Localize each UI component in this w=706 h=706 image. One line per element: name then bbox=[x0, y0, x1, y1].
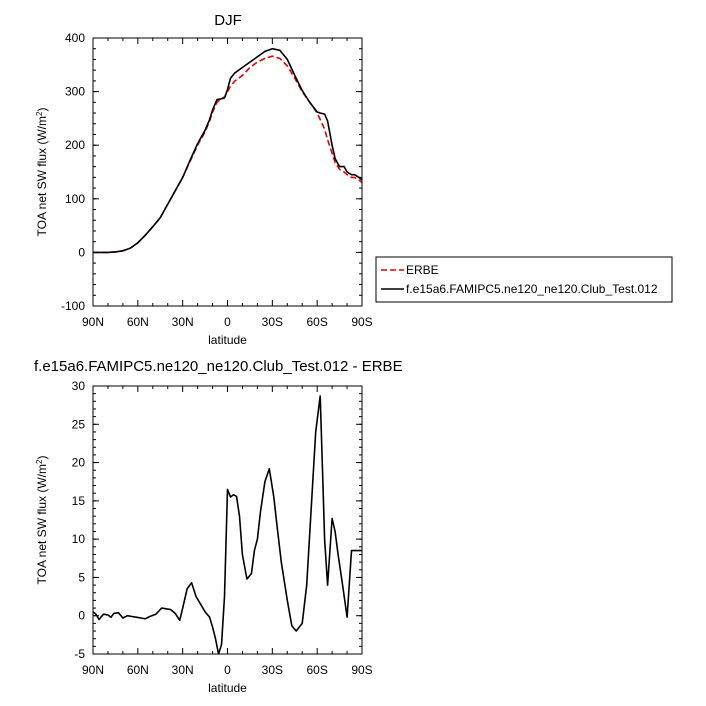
x-tick-label: 30S bbox=[262, 315, 283, 329]
x-axis-label: latitude bbox=[208, 681, 247, 695]
plot-frame bbox=[92, 37, 363, 307]
y-tick-label: 100 bbox=[65, 192, 85, 206]
chart-top-panel: DJF 90N 60N 30N 0 30S 60S 90S -100 0 100 200 300 400 l… bbox=[35, 12, 673, 347]
chart-bottom-panel: f.e15a6.FAMIPC5.ne120_ne120.Club_Test.01… bbox=[34, 358, 403, 695]
legend-box bbox=[375, 256, 673, 303]
y-axis-label: TOA net SW flux (W/m2) bbox=[35, 108, 50, 237]
legend-label: f.e15a6.FAMIPC5.ne120_ne120.Club_Test.01… bbox=[406, 282, 658, 296]
x-tick-label: 60S bbox=[306, 315, 327, 329]
y-tick-label: 5 bbox=[78, 570, 85, 584]
x-tick-label: 90S bbox=[351, 315, 372, 329]
y-axis-label: TOA net SW flux (W/m2) bbox=[35, 456, 50, 585]
x-tick-label: 30N bbox=[172, 663, 194, 677]
x-tick-label: 30N bbox=[172, 315, 194, 329]
x-tick-label: 60N bbox=[127, 315, 149, 329]
chart-title: f.e15a6.FAMIPC5.ne120_ne120.Club_Test.01… bbox=[34, 358, 403, 375]
y-tick-label: 15 bbox=[72, 494, 86, 508]
series-line-f-e15a6-famipc5-ne120-ne120-club-test-01 bbox=[93, 47, 363, 254]
x-tick-label: 60N bbox=[127, 663, 149, 677]
x-axis-label: latitude bbox=[208, 333, 247, 347]
y-tick-label: 30 bbox=[72, 379, 86, 393]
x-tick-label: 30S bbox=[262, 663, 283, 677]
y-tick-label: 400 bbox=[65, 31, 85, 45]
y-tick-label: 10 bbox=[72, 532, 86, 546]
y-tick-label: 20 bbox=[72, 456, 86, 470]
legend-label: ERBE bbox=[406, 263, 439, 277]
y-tick-label: 0 bbox=[78, 609, 85, 623]
x-tick-label: 90N bbox=[82, 315, 104, 329]
y-tick-label: 25 bbox=[72, 417, 86, 431]
series-line-diff-0 bbox=[92, 395, 362, 655]
y-tick-label: 0 bbox=[78, 245, 85, 259]
series-line-erbe bbox=[93, 55, 363, 254]
x-tick-label: 90N bbox=[82, 663, 104, 677]
x-tick-label: 0 bbox=[224, 663, 231, 677]
legend: ERBE f.e15a6.FAMIPC5.ne120_ne120.Club_Tes… bbox=[375, 256, 673, 303]
x-tick-label: 90S bbox=[351, 663, 372, 677]
x-tick-label: 60S bbox=[306, 663, 327, 677]
y-tick-label: 300 bbox=[65, 85, 85, 99]
chart-title: DJF bbox=[214, 12, 242, 29]
y-tick-label: -5 bbox=[74, 647, 85, 661]
y-tick-label: 200 bbox=[65, 138, 85, 152]
y-tick-label: -100 bbox=[61, 299, 85, 313]
x-tick-label: 0 bbox=[224, 315, 231, 329]
